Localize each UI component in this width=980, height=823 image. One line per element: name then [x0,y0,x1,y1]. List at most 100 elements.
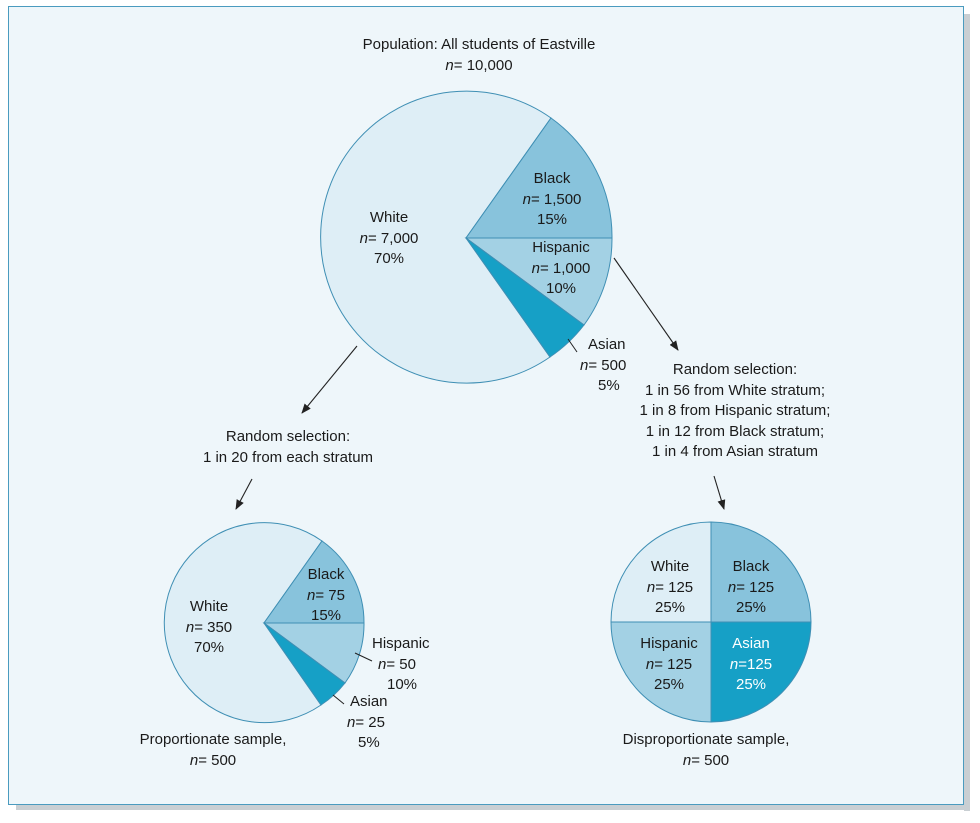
proportionate-asian-group: Asian [350,693,388,710]
population-black-n: n [522,190,531,208]
leader-line-proportionate-asian [332,694,345,705]
population-total-value: = 10,000 [453,56,513,74]
proportionate-white-count: = 350 [194,618,233,636]
disproportionate-caption-value: = 500 [691,751,730,769]
population-hispanic-group: Hispanic [532,239,590,256]
population-black-group: Black [533,170,571,187]
disproportionate-caption-text: Disproportionate sample, [622,731,790,748]
population-total-n: n [445,56,454,74]
population-white-n: n [359,229,368,247]
disproportionate-caption: Disproportionate sample, n= 500 [601,730,811,771]
frame-shadow-bottom [16,804,970,810]
arrow-population-to-proportionate-selection [301,345,358,414]
disproportionate-label-asian: Asian n=125 25% [711,634,791,696]
proportionate-caption-value: = 500 [198,751,237,769]
population-white-count: = 7,000 [367,229,419,247]
proportionate-selection-text: Random selection: 1 in 20 from each stra… [178,427,398,468]
population-slice-white [320,90,552,384]
proportionate-caption-text: Proportionate sample, [139,731,287,748]
disproportionate-label-black: Black n= 125 25% [711,557,791,619]
disproportionate-selection-line2: 1 in 56 from White stratum; [644,381,826,399]
disproportionate-asian-count: =125 [738,655,773,673]
disproportionate-white-group: White [650,558,690,575]
population-asian-pct: 5% [598,377,620,394]
population-asian-n: n [580,356,589,374]
population-label-asian: Asian n= 500 5% [572,335,642,397]
population-title: Population: All students of Eastville n=… [334,35,624,76]
disproportionate-selection-line1: Random selection: [672,361,798,378]
proportionate-hispanic-group: Hispanic [372,635,430,652]
proportionate-caption: Proportionate sample, n= 500 [118,730,308,771]
disproportionate-selection-line3: 1 in 8 from Hispanic stratum; [639,402,831,419]
disproportionate-white-n: n [646,578,656,596]
proportionate-asian-pct: 5% [358,734,380,751]
population-black-count: = 1,500 [530,190,582,208]
proportionate-black-n: n [307,586,316,604]
population-asian-count: = 500 [588,356,627,374]
disproportionate-black-pct: 25% [735,599,767,616]
disproportionate-slice-white [610,521,712,623]
proportionate-slice-white [163,522,323,724]
proportionate-label-hispanic: Hispanic n= 50 10% [364,634,444,696]
proportionate-pie [163,522,365,724]
frame-shadow-right [964,14,970,811]
proportionate-hispanic-pct: 10% [387,676,418,693]
proportionate-white-pct: 70% [193,639,225,656]
disproportionate-hispanic-pct: 25% [653,676,685,693]
population-asian-group: Asian [588,336,626,353]
disproportionate-black-group: Black [732,558,770,575]
disproportionate-asian-pct: 25% [735,676,767,693]
disproportionate-selection-line5: 1 in 4 from Asian stratum [652,443,818,460]
proportionate-caption-n: n [189,751,199,769]
disproportionate-label-hispanic: Hispanic n= 125 25% [626,634,712,696]
disproportionate-asian-group: Asian [732,635,770,652]
proportionate-asian-count: = 25 [355,713,385,731]
population-slice-asian [465,237,585,358]
proportionate-asian-n: n [347,713,356,731]
population-hispanic-pct: 10% [545,280,577,297]
disproportionate-white-pct: 25% [654,599,686,616]
disproportionate-black-count: = 125 [736,578,775,596]
arrow-to-disproportionate-sample [713,475,726,510]
proportionate-black-group: Black [307,566,345,583]
proportionate-selection-line2: 1 in 20 from each stratum [202,448,374,466]
proportionate-white-n: n [185,618,195,636]
population-white-pct: 70% [373,250,405,267]
disproportionate-slice-black [710,521,812,623]
proportionate-black-count: = 75 [315,586,345,604]
disproportionate-black-n: n [727,578,737,596]
proportionate-slice-asian [263,622,346,706]
proportionate-slice-black [263,540,365,624]
population-label-white: White n= 7,000 70% [339,208,439,270]
disproportionate-slice-hispanic [610,621,712,723]
proportionate-black-pct: 15% [310,607,342,624]
population-total: n= 10,000 [334,56,624,77]
arrow-population-to-disproportionate-selection [613,257,679,351]
leader-line-proportionate-hispanic [354,652,373,662]
population-slice-black [465,117,613,239]
proportionate-label-white: White n= 350 70% [167,597,251,659]
disproportionate-selection-line4: 1 in 12 from Black stratum; [645,422,825,440]
proportionate-hispanic-count: = 50 [386,655,416,673]
arrow-to-proportionate-sample [235,478,253,510]
disproportionate-hispanic-count: = 125 [654,655,693,673]
disproportionate-slice-asian [710,621,812,723]
disproportionate-pie [610,521,812,723]
proportionate-selection-line1: Random selection: [225,428,351,445]
proportionate-label-asian: Asian n= 25 5% [336,692,406,754]
population-hispanic-count: = 1,000 [539,259,591,277]
disproportionate-caption-n: n [682,751,692,769]
population-label-black: Black n= 1,500 15% [506,169,598,231]
disproportionate-hispanic-n: n [645,655,655,673]
disproportionate-selection-text: Random selection: 1 in 56 from White str… [625,360,845,463]
leader-line-population-asian [567,338,578,353]
disproportionate-white-count: = 125 [655,578,694,596]
population-slice-hispanic [464,237,613,326]
population-hispanic-n: n [531,259,540,277]
population-label-hispanic: Hispanic n= 1,000 10% [515,238,607,300]
population-pie [320,90,613,384]
disproportionate-label-white: White n= 125 25% [630,557,710,619]
population-white-group: White [369,209,409,226]
proportionate-hispanic-n: n [378,655,387,673]
